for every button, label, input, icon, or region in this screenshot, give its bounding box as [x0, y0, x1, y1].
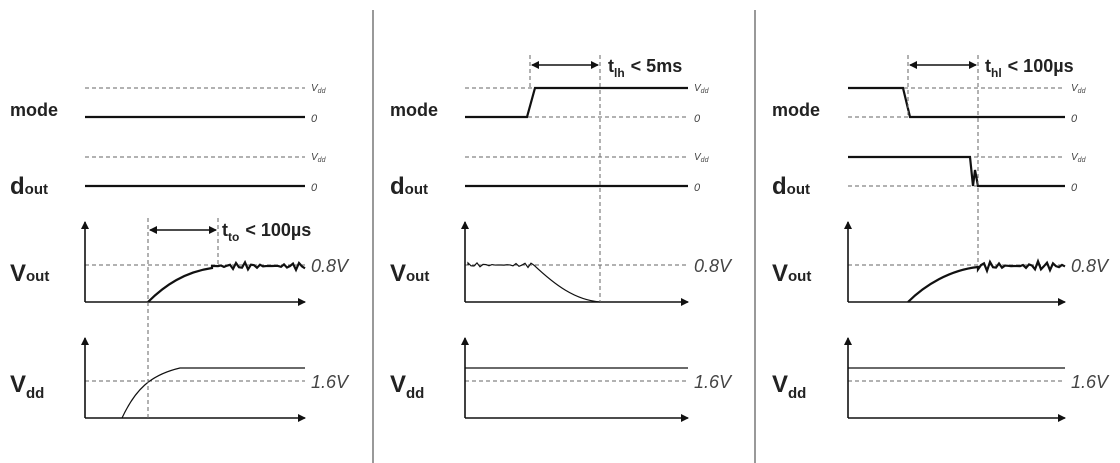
dout-label-sub: out [787, 181, 810, 198]
level-label-sub: dd [701, 157, 710, 164]
level-label: 0 [694, 113, 701, 125]
dout-label-base: d [390, 173, 405, 200]
mode-wave [848, 86, 1065, 119]
vout-label: Vout [10, 260, 49, 287]
timing-label-rest: < 5ms [631, 56, 683, 76]
dout-label: dout [10, 173, 48, 200]
dout-label-sub: out [25, 181, 48, 198]
timing-label-sub: hl [991, 66, 1002, 80]
timing-label-rest: < 100µs [245, 220, 311, 240]
level-label: 0.8V [1071, 256, 1110, 276]
dout-label: dout [772, 173, 810, 200]
vout-label-sub: out [26, 268, 49, 285]
timing-label-base: t [222, 220, 228, 240]
dout-label-sub: out [405, 181, 428, 198]
timing-label-rest: < 100µs [1008, 56, 1074, 76]
level-label-base: V [311, 83, 319, 94]
dout-wave [848, 155, 1065, 188]
vdd-wave [121, 367, 305, 419]
vdd-label: Vdd [390, 371, 424, 402]
vdd-label-base: V [390, 371, 406, 398]
level-label: 1.6V [694, 372, 733, 392]
vdd-label-sub: dd [26, 385, 44, 402]
level-label: Vdd [1071, 83, 1087, 95]
vdd-label: Vdd [772, 371, 806, 402]
dout-label-base: d [10, 173, 25, 200]
level-label: 1.6V [1071, 372, 1110, 392]
level-label-sub: dd [318, 157, 327, 164]
mode-label: mode [10, 100, 58, 120]
level-label-sub: dd [701, 88, 710, 95]
vout-label: Vout [772, 260, 811, 287]
timing-label-base: t [608, 56, 614, 76]
vout-label-sub: out [788, 268, 811, 285]
vdd-label: Vdd [10, 371, 44, 402]
vdd-label-sub: dd [406, 385, 424, 402]
level-label-sub: dd [318, 88, 327, 95]
level-label-sub: dd [1078, 157, 1087, 164]
vout-wave [907, 258, 1066, 303]
level-label: 0 [1071, 113, 1078, 125]
level-label: 0 [311, 182, 318, 194]
dout-label: dout [390, 173, 428, 200]
vout-label-base: V [772, 260, 788, 287]
level-label: 1.6V [311, 372, 350, 392]
level-label: Vdd [1071, 152, 1087, 164]
vdd-label-base: V [10, 371, 26, 398]
level-label: 0 [694, 182, 701, 194]
level-label: Vdd [694, 83, 710, 95]
level-label: 0.8V [694, 256, 733, 276]
mode-label: mode [390, 100, 438, 120]
level-label-base: V [694, 83, 702, 94]
dout-label-base: d [772, 173, 787, 200]
timing-label-base: t [985, 56, 991, 76]
level-label-base: V [1071, 83, 1079, 94]
vout-label-sub: out [406, 268, 429, 285]
timing-label: tlh < 5ms [608, 56, 682, 80]
level-label: Vdd [694, 152, 710, 164]
level-label: 0.8V [311, 256, 350, 276]
level-label-base: V [311, 152, 319, 163]
level-label: Vdd [311, 152, 327, 164]
level-label-base: V [1071, 152, 1079, 163]
vout-label: Vout [390, 260, 429, 287]
timing-label-sub: to [228, 230, 239, 244]
vout-label-base: V [390, 260, 406, 287]
vout-label-base: V [10, 260, 26, 287]
vout-wave [147, 259, 306, 303]
level-label: 0 [311, 113, 318, 125]
level-label-sub: dd [1078, 88, 1087, 95]
level-label: Vdd [311, 83, 327, 95]
timing-label-sub: lh [614, 66, 625, 80]
vdd-label-base: V [772, 371, 788, 398]
level-label: 0 [1071, 182, 1078, 194]
timing-label: tto < 100µs [222, 220, 311, 244]
timing-label: thl < 100µs [985, 56, 1074, 80]
mode-label: mode [772, 100, 820, 120]
vout-wave [467, 261, 601, 303]
mode-wave [465, 86, 688, 119]
vdd-label-sub: dd [788, 385, 806, 402]
level-label-base: V [694, 152, 702, 163]
